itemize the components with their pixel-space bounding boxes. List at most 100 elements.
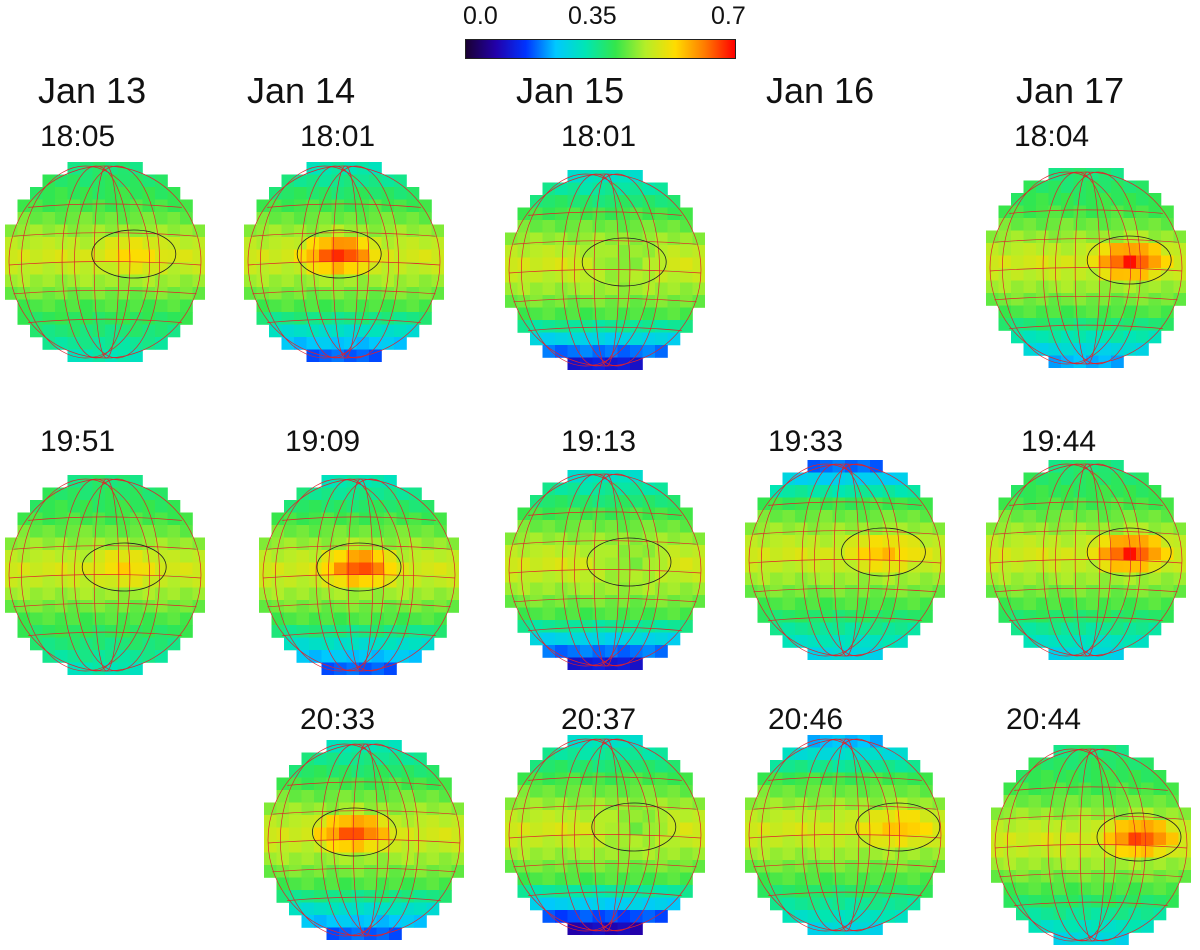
map-pixel <box>117 525 131 538</box>
contour-line <box>581 237 667 287</box>
map-pixel <box>1016 795 1029 808</box>
map-pixel <box>680 797 693 811</box>
map-pixel <box>67 299 81 313</box>
map-pixel <box>782 585 796 598</box>
map-pixel <box>807 810 821 823</box>
map-pixel <box>542 282 556 296</box>
map-pixel <box>770 560 783 573</box>
map-pixel <box>567 320 581 333</box>
map-pixel <box>832 497 846 511</box>
map-pixel <box>605 182 618 196</box>
map-pixel <box>1141 895 1154 908</box>
map-pixel <box>331 212 345 225</box>
map-pixel <box>1011 535 1024 548</box>
map-pixel <box>642 520 656 533</box>
map-pixel <box>895 872 908 886</box>
map-pixel <box>1066 870 1079 883</box>
map-pixel <box>505 847 518 861</box>
map-pixel <box>1011 510 1024 523</box>
map-pixel <box>296 600 310 613</box>
map-pixel <box>80 487 93 501</box>
map-pixel <box>339 865 352 878</box>
map-pixel <box>434 537 447 551</box>
map-pixel <box>314 752 327 766</box>
map-pixel <box>1128 895 1142 908</box>
map-pixel <box>1036 585 1049 598</box>
map-pixel <box>1116 745 1129 758</box>
map-pixel <box>1123 205 1137 219</box>
map-pixel <box>832 797 846 811</box>
map-pixel <box>605 282 618 296</box>
map-pixel <box>80 500 93 513</box>
map-pixel <box>530 570 543 583</box>
map-pixel <box>580 822 593 836</box>
map-pixel <box>67 162 81 175</box>
map-pixel <box>92 650 106 663</box>
map-pixel <box>80 262 93 275</box>
map-pixel <box>371 550 385 563</box>
map-pixel <box>530 847 543 861</box>
map-pixel <box>105 174 118 188</box>
map-pixel <box>1086 318 1099 331</box>
map-pixel <box>359 525 372 538</box>
map-pixel <box>80 162 93 175</box>
map-pixel <box>807 885 821 898</box>
map-pixel <box>105 262 118 275</box>
map-pixel <box>42 575 56 588</box>
map-pixel <box>920 810 933 823</box>
map-pixel <box>326 915 340 928</box>
map-pixel <box>555 910 568 923</box>
map-pixel <box>630 257 643 271</box>
map-pixel <box>580 810 593 823</box>
map-pixel <box>630 332 643 346</box>
map-pixel <box>369 199 382 213</box>
map-pixel <box>155 525 168 538</box>
map-pixel <box>301 915 315 928</box>
map-pixel <box>364 890 377 903</box>
map-pixel <box>1023 193 1037 206</box>
map-pixel <box>414 840 427 853</box>
map-pixel <box>517 860 531 873</box>
map-pixel <box>795 860 808 873</box>
map-pixel <box>567 357 581 370</box>
map-pixel <box>446 562 459 576</box>
map-pixel <box>30 199 43 213</box>
map-pixel <box>907 810 921 823</box>
map-pixel <box>870 647 883 660</box>
map-pixel <box>667 620 681 633</box>
map-pixel <box>1073 635 1087 648</box>
map-pixel <box>555 872 568 886</box>
map-pixel <box>605 545 618 558</box>
map-pixel <box>795 497 808 511</box>
map-pixel <box>426 877 440 891</box>
map-pixel <box>1053 782 1067 796</box>
map-pixel <box>289 815 302 828</box>
map-pixel <box>530 220 543 233</box>
map-pixel <box>667 307 681 321</box>
map-pixel <box>371 650 385 663</box>
map-pixel <box>1036 597 1049 611</box>
map-pixel <box>757 585 771 598</box>
map-pixel <box>264 815 277 828</box>
map-pixel <box>289 852 302 866</box>
map-pixel <box>667 872 681 886</box>
map-pixel <box>1061 610 1074 623</box>
colorbar-tick-min: 0.0 <box>463 2 498 30</box>
map-pixel <box>795 822 808 836</box>
map-pixel <box>807 497 821 511</box>
map-pixel <box>680 282 693 296</box>
map-pixel <box>820 597 833 611</box>
map-pixel <box>319 249 332 263</box>
map-pixel <box>642 632 656 646</box>
map-pixel <box>907 835 921 848</box>
map-pixel <box>1073 193 1087 206</box>
disk-map <box>5 162 205 362</box>
map-pixel <box>5 562 18 576</box>
map-pixel <box>155 299 168 313</box>
map-pixel <box>895 810 908 823</box>
map-pixel <box>451 815 464 828</box>
map-pixel <box>1078 807 1092 821</box>
map-pixel <box>42 537 56 551</box>
map-pixel <box>346 562 360 576</box>
map-pixel <box>155 287 168 300</box>
